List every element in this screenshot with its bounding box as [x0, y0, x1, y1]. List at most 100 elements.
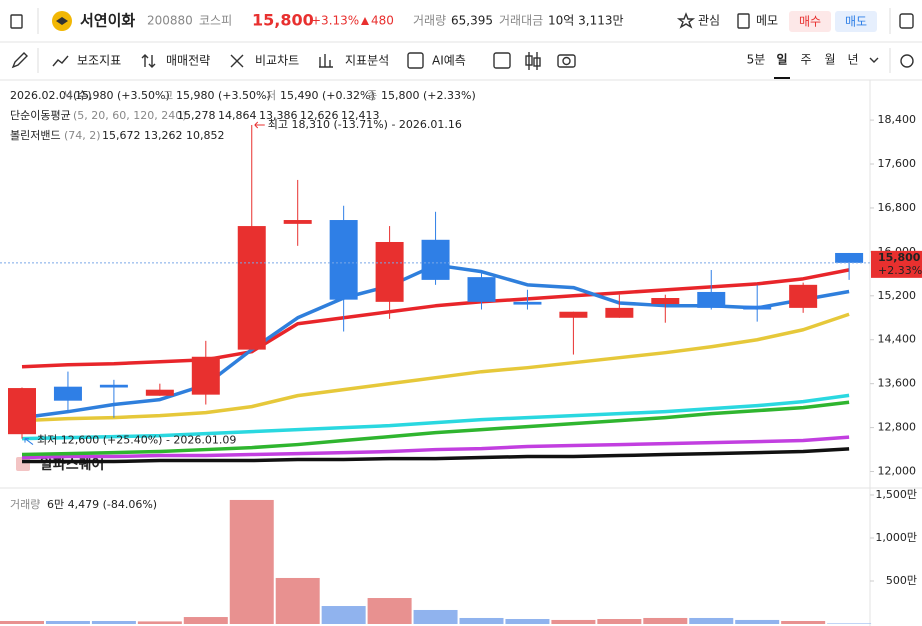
buy-button[interactable]: 매수 — [799, 15, 821, 29]
volume-bar — [551, 619, 596, 624]
sell-button[interactable]: 매도 — [845, 15, 867, 29]
logo-mark — [56, 17, 68, 25]
volume-bar — [45, 620, 90, 624]
change: 480 — [371, 14, 394, 28]
memo-icon[interactable] — [737, 13, 750, 29]
candle-body — [375, 241, 404, 302]
buy-button-bg[interactable] — [789, 11, 831, 32]
y-tick-label: 1,500만 — [875, 488, 917, 501]
ohlc-value: 15,980 (+3.50%) — [176, 89, 271, 102]
candle-body — [237, 226, 266, 350]
period-tab[interactable]: 월 — [824, 53, 835, 67]
candle-body — [329, 220, 358, 300]
indicator-value: 15,672 — [102, 129, 141, 142]
price-tag — [871, 250, 922, 278]
indicator-value: 10,852 — [186, 129, 225, 142]
y-tick-label: 1,000만 — [875, 531, 917, 544]
candle-body — [697, 291, 726, 308]
period-tab[interactable]: 주 — [800, 53, 811, 67]
ohlc-label: 고 — [163, 89, 173, 102]
camera-icon[interactable] — [557, 54, 576, 68]
ohlc-value: 15,490 (+0.32%) — [280, 89, 375, 102]
camera-icon[interactable] — [562, 56, 571, 66]
toolbar-item[interactable]: 매매전략 — [166, 54, 210, 68]
period-tab[interactable]: 5분 — [747, 53, 766, 67]
strategy-icon[interactable] — [141, 54, 156, 68]
ohlc-value: 15,800 (+2.33%) — [381, 89, 476, 102]
candle-body — [191, 356, 220, 395]
annotation-high: 최고 18,310 (-13.71%) - 2026.01.16 — [268, 118, 462, 131]
amount: 10억 3,113만 — [548, 14, 624, 28]
volume-bar — [735, 619, 780, 624]
volume-bar — [0, 620, 44, 624]
indicator-value: 13,386 — [259, 109, 298, 122]
market: 코스피 — [199, 14, 232, 28]
indicator-value: 14,864 — [218, 109, 257, 122]
y-tick-label: 17,600 — [878, 157, 917, 170]
volume-bar — [413, 609, 458, 624]
candle-icon[interactable] — [528, 52, 538, 70]
watch-button[interactable]: 관심 — [698, 14, 720, 28]
volume-label: 거래량 — [413, 14, 446, 28]
sell-button-bg[interactable] — [835, 11, 877, 32]
volume-bar — [505, 619, 550, 624]
y-tick-label: 12,000 — [878, 465, 917, 478]
star-icon[interactable] — [676, 12, 696, 29]
toolbar-item[interactable]: AI예측 — [432, 54, 466, 68]
ohlc-label: 종 — [367, 89, 377, 102]
price: 15,800 — [252, 11, 314, 30]
candle-body — [421, 239, 450, 280]
volume-bar — [781, 620, 826, 624]
volume-bar — [137, 621, 182, 624]
draw-icon[interactable] — [11, 52, 28, 69]
indicator-label: 볼린저밴드 — [10, 129, 61, 142]
y-tick-label: 15,200 — [878, 289, 917, 302]
analysis-icon[interactable] — [319, 54, 333, 68]
annotation-low: 최저 12,600 (+25.40%) - 2026.01.09 — [37, 434, 236, 447]
candle-body — [145, 389, 174, 396]
ohlc-value: 15,980 (+3.50%) — [75, 89, 170, 102]
indicator-value: 12,413 — [341, 109, 380, 122]
toolbar-item[interactable]: 비교차트 — [255, 54, 299, 68]
candle-body — [467, 277, 496, 302]
ai-icon[interactable] — [407, 52, 424, 69]
price-tag-change: +2.33% — [878, 264, 922, 277]
indicator-params: (74, 2) — [64, 129, 101, 142]
candle-body — [651, 298, 680, 305]
menu-icon[interactable] — [10, 14, 23, 29]
period-tab[interactable]: 일 — [776, 53, 787, 67]
candle-body — [283, 220, 312, 224]
volume-bar — [459, 617, 504, 624]
period-tab[interactable]: 년 — [847, 53, 858, 67]
candle-icon[interactable] — [533, 57, 541, 67]
indicator-icon[interactable] — [52, 55, 69, 67]
date: 2026.02.04(수) — [10, 89, 92, 102]
compare-icon[interactable] — [230, 54, 244, 68]
window-icon[interactable] — [899, 13, 914, 29]
volume-bar — [827, 623, 872, 624]
settings-icon[interactable] — [900, 54, 914, 68]
volume-bar — [367, 598, 412, 624]
memo-button[interactable]: 메모 — [756, 14, 778, 28]
ohlc-label: 저 — [266, 89, 276, 102]
volume-bar — [321, 606, 366, 624]
volume-subtitle: 6만 4,479 (-84.06%) — [47, 498, 157, 511]
indicator-line — [21, 435, 850, 460]
volume-title: 거래량 — [10, 498, 40, 511]
annotation-arrow — [254, 121, 265, 129]
square-icon[interactable] — [493, 52, 511, 69]
ohlc-label: 시 — [62, 89, 72, 102]
indicator-value: 13,262 — [144, 129, 183, 142]
stock-name: 서연이화 — [80, 12, 135, 30]
up-icon — [361, 17, 369, 25]
toolbar-item[interactable]: 보조지표 — [77, 54, 121, 68]
chevron[interactable] — [869, 57, 879, 63]
indicator-value: 12,626 — [300, 109, 339, 122]
candle-icon[interactable] — [525, 55, 533, 66]
indicator-line — [21, 393, 850, 441]
volume-bar — [597, 619, 642, 624]
volume-bar — [91, 620, 136, 624]
toolbar-item[interactable]: 지표분석 — [345, 54, 389, 68]
indicator-line — [21, 400, 850, 457]
